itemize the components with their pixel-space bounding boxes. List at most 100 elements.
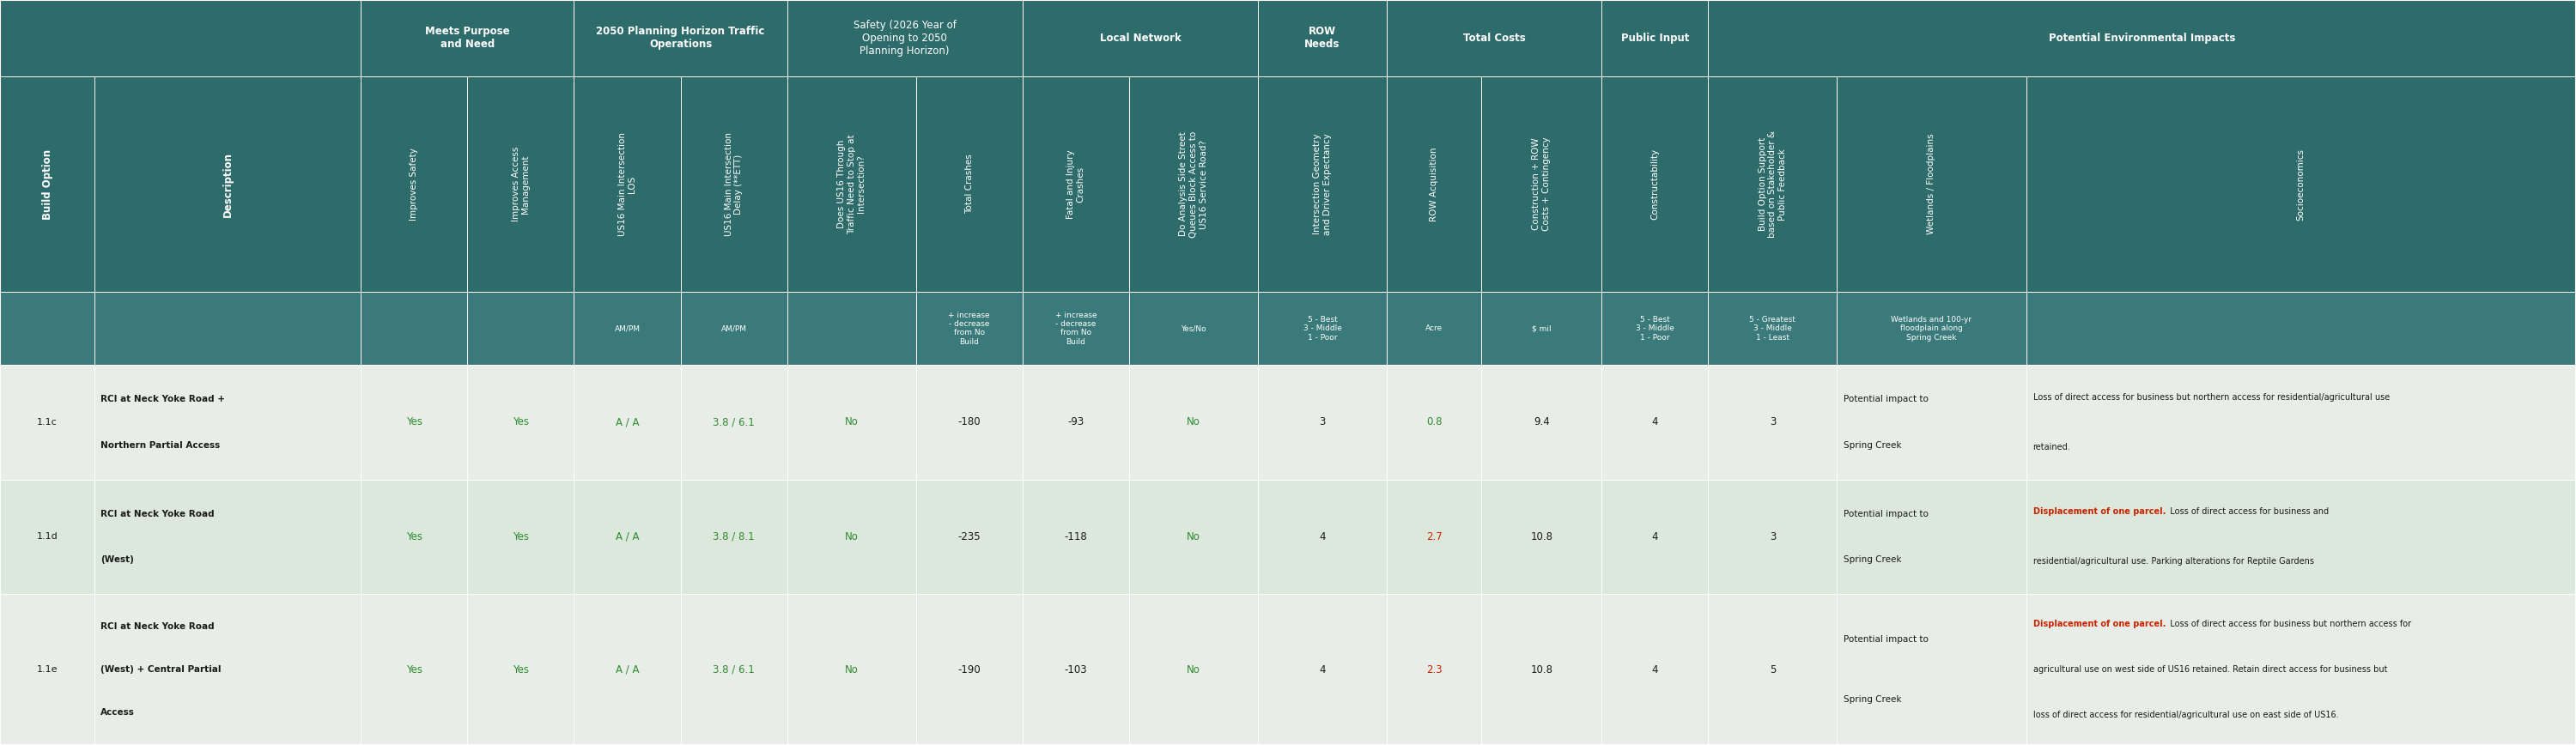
Bar (1023, 365, 1128, 480)
Text: Socioeconomics: Socioeconomics (2298, 148, 2306, 221)
Text: Build Option Support
based on Stakeholder &
Public Feedback: Build Option Support based on Stakeholde… (1759, 130, 1788, 238)
Bar (1837, 594, 2027, 745)
Bar (680, 76, 788, 292)
Bar (2027, 594, 2576, 745)
Text: RCI at Neck Yoke Road +: RCI at Neck Yoke Road + (100, 395, 224, 404)
Text: A / A: A / A (616, 531, 639, 542)
Text: Yes: Yes (407, 531, 422, 542)
Bar (788, 594, 917, 745)
Bar (1386, 292, 1481, 365)
Bar (95, 76, 361, 292)
Bar (1257, 480, 1386, 594)
Text: Yes: Yes (407, 664, 422, 675)
Bar (2027, 480, 2576, 594)
Text: agricultural use on west side of US16 retained. Retain direct access for busines: agricultural use on west side of US16 re… (2032, 665, 2388, 673)
Bar (1481, 365, 1602, 480)
Text: Total Costs: Total Costs (1463, 33, 1525, 44)
Text: Meets Purpose
and Need: Meets Purpose and Need (425, 26, 510, 50)
Text: 2.7: 2.7 (1427, 531, 1443, 542)
Bar (466, 594, 574, 745)
Text: -118: -118 (1064, 531, 1087, 542)
Text: Displacement of one parcel.: Displacement of one parcel. (2032, 507, 2166, 516)
Bar (1602, 480, 1708, 594)
Bar (2027, 76, 2576, 292)
Text: Safety (2026 Year of
Opening to 2050
Planning Horizon): Safety (2026 Year of Opening to 2050 Pla… (853, 19, 956, 57)
Bar (1257, 76, 1386, 292)
Bar (574, 480, 680, 594)
Text: 10.8: 10.8 (1530, 531, 1553, 542)
Text: -235: -235 (958, 531, 981, 542)
Bar (95, 292, 361, 365)
Bar (1602, 76, 1708, 292)
Bar (1602, 0, 1708, 76)
Bar (574, 76, 680, 292)
Bar (680, 480, 788, 594)
Text: Loss of direct access for business and: Loss of direct access for business and (2164, 507, 2329, 516)
Text: 9.4: 9.4 (1533, 416, 1551, 428)
Text: 4: 4 (1651, 531, 1659, 542)
Text: -190: -190 (958, 664, 981, 675)
Text: + increase
- decrease
from No
Build: + increase - decrease from No Build (948, 311, 989, 346)
Text: Construction + ROW
Costs + Contingency: Construction + ROW Costs + Contingency (1533, 137, 1551, 231)
Text: Yes: Yes (513, 416, 528, 428)
Bar (1128, 365, 1257, 480)
Text: + increase
- decrease
from No
Build: + increase - decrease from No Build (1056, 311, 1097, 346)
Bar (1837, 76, 2027, 292)
Bar (1602, 594, 1708, 745)
Bar (680, 365, 788, 480)
Text: Northern Partial Access: Northern Partial Access (100, 441, 219, 449)
Text: 5 - Greatest
3 - Middle
1 - Least: 5 - Greatest 3 - Middle 1 - Least (1749, 316, 1795, 341)
Text: No: No (845, 531, 858, 542)
Bar (574, 594, 680, 745)
Text: No: No (845, 416, 858, 428)
Text: Loss of direct access for business but northern access for: Loss of direct access for business but n… (2164, 619, 2411, 628)
Text: Access: Access (100, 708, 134, 717)
Bar (1023, 292, 1128, 365)
Text: Public Input: Public Input (1620, 33, 1690, 44)
Bar (1023, 76, 1128, 292)
Bar (466, 292, 574, 365)
Text: 2.3: 2.3 (1427, 664, 1443, 675)
Text: Local Network: Local Network (1100, 33, 1180, 44)
Bar (1023, 594, 1128, 745)
Text: Build Option: Build Option (41, 149, 54, 220)
Bar (1481, 76, 1602, 292)
Bar (361, 480, 466, 594)
Text: -93: -93 (1066, 416, 1084, 428)
Text: Potential Environmental Impacts: Potential Environmental Impacts (2048, 33, 2236, 44)
Text: Wetlands and 100-yr
floodplain along
Spring Creek: Wetlands and 100-yr floodplain along Spr… (1891, 316, 1973, 341)
Text: Yes: Yes (513, 531, 528, 542)
Bar (917, 292, 1023, 365)
Text: No: No (1188, 664, 1200, 675)
Text: Spring Creek: Spring Creek (1844, 441, 1901, 449)
Bar (917, 365, 1023, 480)
Bar (574, 292, 680, 365)
Bar (1386, 365, 1481, 480)
Bar (2027, 292, 2576, 365)
Bar (1386, 76, 1481, 292)
Bar (0, 0, 361, 76)
Text: Yes: Yes (407, 416, 422, 428)
Bar (788, 365, 917, 480)
Text: 1.1c: 1.1c (36, 418, 57, 427)
Text: (West): (West) (100, 555, 134, 564)
Text: 3: 3 (1770, 531, 1775, 542)
Text: Displacement of one parcel.: Displacement of one parcel. (2032, 619, 2166, 628)
Text: US16 Main Intersection
Delay (**ETT): US16 Main Intersection Delay (**ETT) (724, 133, 742, 236)
Bar (1128, 594, 1257, 745)
Text: 3.8 / 8.1: 3.8 / 8.1 (714, 531, 755, 542)
Bar (466, 480, 574, 594)
Bar (0, 76, 95, 292)
Text: Do Analysis Side Street
Queues Block Access to
US16 Service Road?: Do Analysis Side Street Queues Block Acc… (1180, 131, 1208, 238)
Text: Fatal and Injury
Crashes: Fatal and Injury Crashes (1066, 150, 1084, 219)
Text: 4: 4 (1319, 531, 1327, 542)
Text: No: No (1188, 416, 1200, 428)
Text: Improves Safety: Improves Safety (410, 148, 417, 221)
Text: AM/PM: AM/PM (721, 325, 747, 332)
Text: 3.8 / 6.1: 3.8 / 6.1 (714, 416, 755, 428)
Text: 4: 4 (1651, 416, 1659, 428)
Bar (1386, 594, 1481, 745)
Bar (466, 365, 574, 480)
Text: 3.8 / 6.1: 3.8 / 6.1 (714, 664, 755, 675)
Text: Improves Access
Management: Improves Access Management (513, 147, 531, 222)
